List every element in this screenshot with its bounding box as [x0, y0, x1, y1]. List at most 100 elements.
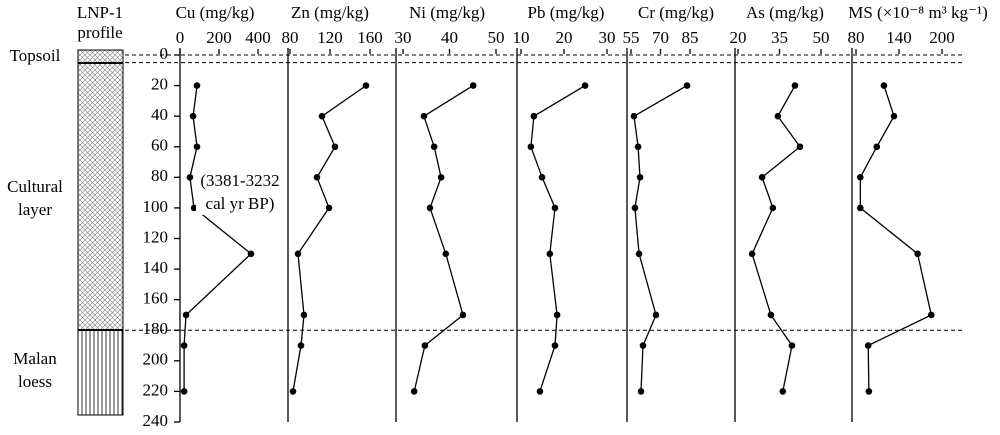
- data-point: [630, 112, 638, 120]
- y-tick-label: 0: [160, 44, 169, 63]
- panel-title: Cu (mg/kg): [176, 3, 255, 22]
- y-tick-label: 240: [143, 411, 169, 430]
- y-tick-label: 80: [151, 166, 168, 185]
- data-point: [779, 388, 787, 395]
- data-point: [774, 112, 782, 120]
- data-point: [767, 311, 775, 319]
- data-point: [469, 82, 477, 89]
- data-point: [635, 250, 643, 258]
- layer-label: layer: [18, 200, 52, 219]
- data-point: [331, 143, 339, 151]
- x-tick-label: 80: [848, 28, 865, 47]
- y-tick-label: 40: [151, 105, 168, 124]
- data-point: [683, 82, 691, 89]
- data-point: [636, 174, 644, 181]
- data-point: [325, 204, 333, 212]
- data-point: [362, 82, 370, 89]
- data-point: [527, 143, 535, 151]
- x-tick-label: 35: [771, 28, 788, 47]
- x-tick-label: 20: [556, 28, 573, 47]
- panel-title: Zn (mg/kg): [291, 3, 369, 22]
- data-point: [410, 388, 418, 395]
- x-tick-label: 120: [317, 28, 343, 47]
- annotation-bg: [196, 172, 286, 192]
- x-tick-label: 80: [282, 28, 299, 47]
- data-point: [631, 204, 639, 212]
- data-point: [791, 82, 799, 89]
- data-point: [873, 143, 881, 151]
- data-point: [857, 204, 864, 212]
- data-point: [769, 204, 777, 212]
- data-point: [193, 143, 201, 151]
- y-tick-label: 100: [143, 197, 169, 216]
- data-point: [634, 143, 642, 151]
- data-point: [857, 174, 864, 181]
- x-tick-label: 50: [488, 28, 505, 47]
- data-point: [294, 250, 302, 258]
- data-point: [796, 143, 804, 151]
- x-tick-label: 200: [206, 28, 232, 47]
- layer-label: Cultural: [7, 177, 63, 196]
- data-point: [927, 311, 935, 319]
- panel-title: Pb (mg/kg): [528, 3, 605, 22]
- data-point: [536, 388, 544, 395]
- x-tick-label: 70: [652, 28, 669, 47]
- layer-label: Topsoil: [10, 46, 61, 65]
- data-point: [890, 112, 898, 120]
- data-point: [420, 112, 428, 120]
- profile-title: profile: [77, 23, 122, 42]
- data-point: [459, 311, 467, 319]
- y-tick-label: 60: [151, 136, 168, 155]
- x-tick-label: 200: [929, 28, 955, 47]
- data-point: [300, 311, 308, 319]
- data-point: [437, 174, 445, 181]
- data-point: [442, 250, 450, 258]
- data-point: [297, 342, 305, 349]
- data-point: [190, 204, 198, 212]
- data-point: [864, 342, 872, 349]
- cultural-column: [77, 62, 124, 331]
- data-point: [748, 250, 756, 258]
- panel-title: Ni (mg/kg): [409, 3, 485, 22]
- data-point: [546, 250, 554, 258]
- x-tick-label: 30: [395, 28, 412, 47]
- data-point: [180, 342, 188, 349]
- loess-column: [77, 329, 124, 416]
- data-point: [758, 174, 766, 181]
- panel-title: MS (×10⁻⁸ m³ kg⁻¹): [848, 3, 988, 22]
- x-tick-label: 160: [357, 28, 383, 47]
- data-point: [551, 342, 559, 349]
- data-point: [426, 204, 434, 212]
- layer-label: loess: [18, 372, 52, 391]
- profile-title: LNP-1: [77, 3, 123, 22]
- data-point: [581, 82, 589, 89]
- annotation: cal yr BP): [206, 194, 275, 213]
- y-tick-label: 140: [143, 258, 169, 277]
- data-point: [430, 143, 438, 151]
- data-point: [538, 174, 546, 181]
- data-point: [788, 342, 796, 349]
- topsoil-column: [77, 49, 124, 64]
- data-point: [421, 342, 429, 349]
- data-point: [530, 112, 538, 120]
- x-tick-label: 140: [886, 28, 912, 47]
- data-point: [313, 174, 321, 181]
- panel-title: Cr (mg/kg): [638, 3, 714, 22]
- data-point: [186, 174, 194, 181]
- x-tick-label: 0: [176, 28, 185, 47]
- panel-title: As (mg/kg): [746, 3, 824, 22]
- data-point: [189, 112, 197, 120]
- x-tick-label: 40: [441, 28, 458, 47]
- data-point: [247, 250, 255, 258]
- data-point: [193, 82, 201, 89]
- layer-label: Malan: [13, 349, 57, 368]
- annotation: (3381-3232: [200, 171, 279, 190]
- y-tick-label: 160: [143, 289, 169, 308]
- data-point: [865, 388, 873, 395]
- data-point: [551, 204, 559, 212]
- y-tick-label: 180: [143, 319, 169, 338]
- data-point: [318, 112, 326, 120]
- x-tick-label: 85: [682, 28, 699, 47]
- y-tick-label: 200: [143, 350, 169, 369]
